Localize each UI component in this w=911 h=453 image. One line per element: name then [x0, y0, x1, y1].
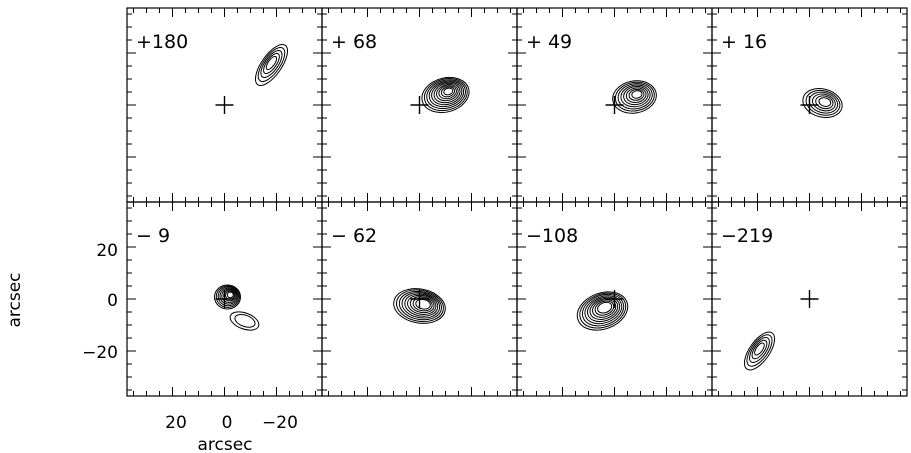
panel-ticks [712, 8, 907, 202]
reference-cross [800, 290, 819, 308]
velocity-label: + 49 [526, 31, 572, 53]
x-tick-label-0: 0 [222, 413, 233, 433]
emission-contours [254, 44, 289, 86]
emission-contours [214, 284, 260, 331]
panel-ticks [322, 202, 517, 396]
panel-2: + 68 [321, 7, 518, 203]
emission-contours [802, 88, 843, 118]
reference-cross [215, 96, 234, 114]
panel-ticks [517, 8, 712, 202]
emission-contours [576, 291, 629, 331]
y-tick-label-20: 20 [96, 241, 118, 261]
x-tick-label-20: 20 [165, 413, 187, 433]
panel-ticks [517, 202, 712, 396]
velocity-label: + 68 [331, 31, 377, 53]
panel-ticks [322, 8, 517, 202]
panel-1: +180 [126, 7, 323, 203]
velocity-label: + 16 [721, 31, 767, 53]
x-axis-label: arcsec [197, 435, 252, 453]
panel-ticks [127, 202, 322, 396]
panel-7: −108 [516, 201, 713, 397]
y-axis-label: arcsec [5, 272, 25, 327]
emission-contours [421, 76, 470, 114]
panels-layer: +180 + 68 + 49 + 16 − 9 − 62 −108 −219 [126, 7, 908, 397]
panel-ticks [712, 202, 907, 396]
emission-contours [743, 331, 776, 371]
velocity-label: −219 [721, 225, 773, 247]
velocity-label: −108 [526, 225, 578, 247]
y-tick-label-minus20: −20 [82, 343, 118, 363]
reference-cross [410, 96, 429, 114]
emission-contours [393, 288, 446, 324]
panel-ticks [127, 8, 322, 202]
velocity-label: − 9 [136, 225, 170, 247]
panel-6: − 62 [321, 201, 518, 397]
panel-3: + 49 [516, 7, 713, 203]
velocity-label: +180 [136, 31, 188, 53]
velocity-label: − 62 [331, 225, 377, 247]
y-tick-label-0: 0 [107, 291, 118, 311]
panel-4: + 16 [711, 7, 908, 203]
emission-contours [612, 80, 657, 114]
x-tick-label-minus20: −20 [262, 413, 298, 433]
panel-5: − 9 [126, 201, 323, 397]
panel-8: −219 [711, 201, 908, 397]
